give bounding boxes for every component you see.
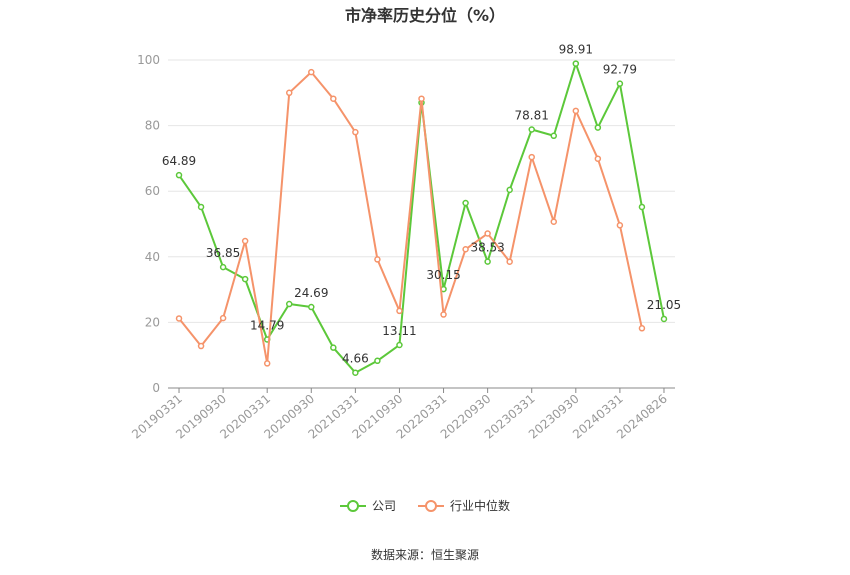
chart-title: 市净率历史分位（%）	[344, 6, 506, 25]
data-point-company	[330, 344, 337, 351]
data-point-industry	[175, 315, 183, 322]
source-note: 数据来源：恒生聚源	[370, 548, 479, 562]
data-point-company	[506, 186, 513, 194]
y-tick-label: 60	[145, 184, 160, 198]
data-label: 13.11	[382, 324, 416, 338]
legend-company-icon	[339, 499, 366, 512]
data-point-company	[352, 369, 359, 376]
data-point-industry	[440, 311, 447, 318]
data-point-industry	[572, 107, 580, 115]
data-point-company	[374, 357, 381, 365]
data-point-industry	[285, 89, 293, 97]
y-tick-label: 0	[152, 381, 160, 395]
data-point-company	[197, 203, 205, 211]
data-point-industry	[418, 95, 425, 102]
data-point-industry	[594, 155, 602, 162]
data-label: 36.85	[206, 246, 240, 260]
series-layer	[175, 60, 668, 376]
y-tick-label: 40	[145, 250, 160, 264]
data-point-company	[594, 124, 602, 131]
data-point-company	[396, 341, 403, 349]
data-point-industry	[484, 230, 491, 237]
series-line-industry	[178, 71, 643, 365]
y-tick-label: 20	[145, 315, 160, 329]
data-label: 64.89	[162, 154, 196, 168]
data-label: 4.66	[342, 352, 369, 366]
data-point-company	[660, 315, 668, 323]
data-point-company	[638, 203, 646, 211]
data-point-company	[528, 126, 535, 133]
data-point-company	[550, 132, 558, 140]
legend-item-industry[interactable]: 行业中位数	[418, 497, 510, 514]
y-tick-label: 80	[145, 119, 160, 133]
data-label: 14.79	[250, 318, 284, 332]
data-point-industry	[308, 68, 315, 76]
legend-industry-label: 行业中位数	[450, 499, 511, 513]
data-point-industry	[263, 360, 271, 367]
data-point-industry	[219, 314, 227, 322]
data-label: 98.91	[559, 43, 593, 57]
data-label: 78.81	[515, 109, 549, 123]
data-point-industry	[352, 128, 359, 136]
data-point-industry	[550, 218, 558, 225]
data-point-company	[616, 80, 624, 87]
data-label: 21.05	[647, 298, 681, 312]
data-point-industry	[374, 256, 381, 263]
legend-item-company[interactable]: 公司	[339, 497, 396, 514]
data-labels: 64.89 36.85 14.79 24.69 4.66 13.11 30.15 38.53 7…	[162, 43, 681, 366]
data-point-industry	[462, 246, 469, 253]
data-point-company	[241, 275, 249, 283]
data-point-company	[175, 171, 183, 179]
data-label: 38.53	[470, 241, 504, 255]
data-point-industry	[528, 153, 535, 161]
data-point-company	[308, 303, 315, 311]
data-point-company	[462, 199, 469, 207]
data-label: 30.15	[426, 268, 460, 282]
legend-company-label: 公司	[371, 499, 396, 513]
data-label: 92.79	[603, 63, 637, 77]
data-point-industry	[197, 342, 205, 350]
data-point-industry	[241, 237, 249, 245]
data-point-industry	[396, 307, 403, 315]
data-point-company	[572, 60, 580, 67]
y-tick-label: 100	[137, 53, 160, 67]
data-point-industry	[638, 325, 646, 332]
data-point-industry	[616, 222, 624, 229]
data-label: 24.69	[294, 286, 328, 300]
legend-industry-icon	[418, 499, 444, 512]
data-point-company	[219, 263, 227, 271]
data-point-company	[484, 258, 491, 265]
data-point-company	[285, 300, 293, 308]
grid-lines	[168, 59, 675, 323]
data-point-industry	[330, 95, 337, 102]
legend: 公司 行业中位数	[0, 497, 850, 514]
data-point-industry	[506, 258, 513, 265]
